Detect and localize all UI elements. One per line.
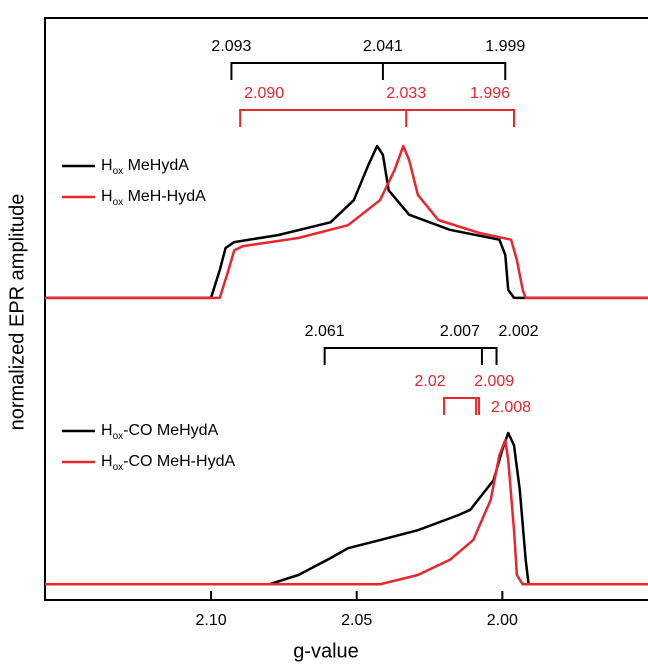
- x-tick-label: 2.10: [195, 612, 226, 629]
- legend-label: Hox MeH-HydA: [101, 188, 206, 207]
- bracket-label: 2.041: [363, 38, 403, 55]
- legend-label: Hox MeHydA: [101, 157, 189, 176]
- bracket-label: 2.02: [415, 373, 446, 390]
- bracket-label: 2.002: [498, 323, 538, 340]
- bracket-label: 2.008: [491, 399, 531, 416]
- spectrum-line: [45, 144, 648, 300]
- bracket-label: 2.093: [211, 38, 251, 55]
- bracket-label: 2.033: [386, 85, 426, 102]
- x-tick-label: 2.05: [341, 612, 372, 629]
- bracket-label: 1.999: [485, 38, 525, 55]
- bracket-label: 2.007: [440, 323, 480, 340]
- bracket-label: 1.996: [470, 85, 510, 102]
- bracket-label: 2.009: [474, 373, 514, 390]
- legend-label: Hox-CO MeH-HydA: [101, 453, 235, 472]
- x-tick-label: 2.00: [487, 612, 518, 629]
- legend-label: Hox-CO MeHydA: [101, 422, 219, 441]
- y-axis-label: normalized EPR amplitude: [6, 194, 28, 431]
- bracket-label: 2.090: [244, 85, 284, 102]
- bracket-label: 2.061: [305, 323, 345, 340]
- spectrum-line: [45, 144, 648, 300]
- spectrum-line: [45, 431, 648, 586]
- spectrum-line: [45, 438, 648, 586]
- x-axis-label: g-value: [293, 640, 359, 662]
